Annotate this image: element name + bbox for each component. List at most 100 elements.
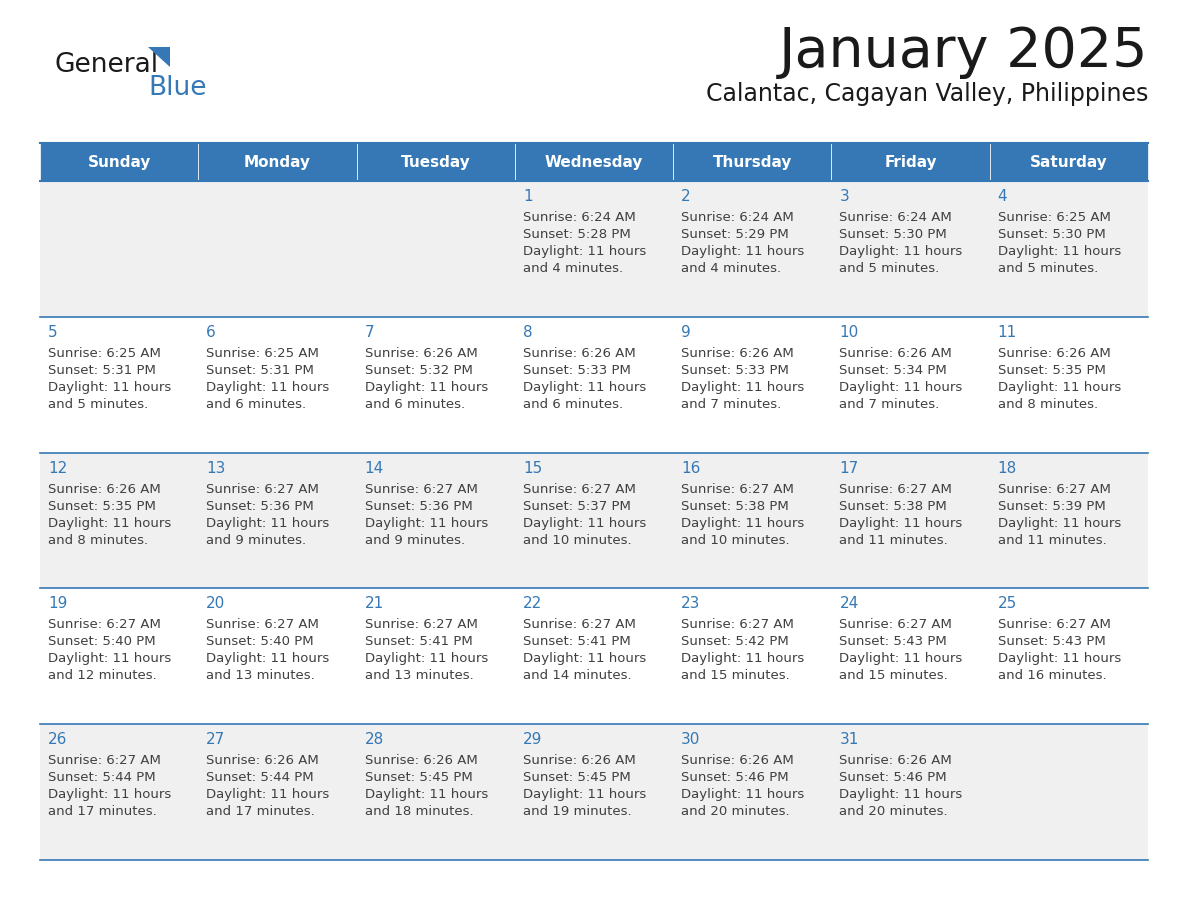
Text: Daylight: 11 hours: Daylight: 11 hours xyxy=(998,517,1121,530)
Text: Sunrise: 6:26 AM: Sunrise: 6:26 AM xyxy=(207,755,320,767)
Text: 31: 31 xyxy=(840,733,859,747)
Text: and 12 minutes.: and 12 minutes. xyxy=(48,669,157,682)
Polygon shape xyxy=(148,47,170,67)
Bar xyxy=(356,317,514,453)
Text: 8: 8 xyxy=(523,325,532,340)
Text: Sunrise: 6:27 AM: Sunrise: 6:27 AM xyxy=(207,483,320,496)
Text: Daylight: 11 hours: Daylight: 11 hours xyxy=(523,653,646,666)
Bar xyxy=(832,453,990,588)
Text: Daylight: 11 hours: Daylight: 11 hours xyxy=(681,517,804,530)
Text: Sunset: 5:38 PM: Sunset: 5:38 PM xyxy=(681,499,789,512)
Bar xyxy=(198,588,356,724)
Text: and 4 minutes.: and 4 minutes. xyxy=(681,262,782,275)
Text: Daylight: 11 hours: Daylight: 11 hours xyxy=(840,789,962,801)
Text: Sunset: 5:33 PM: Sunset: 5:33 PM xyxy=(523,364,631,376)
Bar xyxy=(832,588,990,724)
Text: Sunset: 5:43 PM: Sunset: 5:43 PM xyxy=(998,635,1106,648)
Text: Sunrise: 6:26 AM: Sunrise: 6:26 AM xyxy=(523,347,636,360)
Bar xyxy=(40,317,198,453)
Bar xyxy=(40,181,198,317)
Text: Blue: Blue xyxy=(148,75,207,101)
Text: Sunset: 5:41 PM: Sunset: 5:41 PM xyxy=(365,635,473,648)
Bar xyxy=(674,453,832,588)
Text: Daylight: 11 hours: Daylight: 11 hours xyxy=(48,653,171,666)
Text: Sunset: 5:39 PM: Sunset: 5:39 PM xyxy=(998,499,1106,512)
Text: Sunrise: 6:27 AM: Sunrise: 6:27 AM xyxy=(365,483,478,496)
Text: 6: 6 xyxy=(207,325,216,340)
Text: Sunrise: 6:27 AM: Sunrise: 6:27 AM xyxy=(523,619,636,632)
Text: and 6 minutes.: and 6 minutes. xyxy=(523,397,623,410)
Text: Friday: Friday xyxy=(884,154,937,170)
Bar xyxy=(356,724,514,860)
Bar xyxy=(990,181,1148,317)
Text: Daylight: 11 hours: Daylight: 11 hours xyxy=(365,653,488,666)
Bar xyxy=(356,588,514,724)
Bar xyxy=(356,181,514,317)
Text: Daylight: 11 hours: Daylight: 11 hours xyxy=(207,653,329,666)
Text: Sunset: 5:45 PM: Sunset: 5:45 PM xyxy=(365,771,473,784)
Text: and 6 minutes.: and 6 minutes. xyxy=(365,397,465,410)
Text: and 8 minutes.: and 8 minutes. xyxy=(48,533,148,546)
Text: Calantac, Cagayan Valley, Philippines: Calantac, Cagayan Valley, Philippines xyxy=(706,82,1148,106)
Text: 15: 15 xyxy=(523,461,542,476)
Text: Sunset: 5:36 PM: Sunset: 5:36 PM xyxy=(207,499,314,512)
Text: 7: 7 xyxy=(365,325,374,340)
Bar xyxy=(198,453,356,588)
Text: Daylight: 11 hours: Daylight: 11 hours xyxy=(681,245,804,258)
Text: 19: 19 xyxy=(48,597,68,611)
Bar xyxy=(990,317,1148,453)
Text: Sunset: 5:28 PM: Sunset: 5:28 PM xyxy=(523,228,631,241)
Text: Daylight: 11 hours: Daylight: 11 hours xyxy=(523,245,646,258)
Text: Sunrise: 6:26 AM: Sunrise: 6:26 AM xyxy=(523,755,636,767)
Text: Daylight: 11 hours: Daylight: 11 hours xyxy=(48,517,171,530)
Text: 3: 3 xyxy=(840,189,849,204)
Text: Daylight: 11 hours: Daylight: 11 hours xyxy=(998,245,1121,258)
Bar xyxy=(832,181,990,317)
Text: and 9 minutes.: and 9 minutes. xyxy=(207,533,307,546)
Text: Sunrise: 6:27 AM: Sunrise: 6:27 AM xyxy=(998,619,1111,632)
Text: Sunset: 5:30 PM: Sunset: 5:30 PM xyxy=(998,228,1106,241)
Text: 27: 27 xyxy=(207,733,226,747)
Text: 23: 23 xyxy=(681,597,701,611)
Bar xyxy=(514,588,674,724)
Text: and 20 minutes.: and 20 minutes. xyxy=(681,805,790,818)
Text: Thursday: Thursday xyxy=(713,154,792,170)
Text: 21: 21 xyxy=(365,597,384,611)
Text: Sunrise: 6:25 AM: Sunrise: 6:25 AM xyxy=(998,211,1111,224)
Text: Sunrise: 6:27 AM: Sunrise: 6:27 AM xyxy=(998,483,1111,496)
Bar xyxy=(832,724,990,860)
Text: Sunrise: 6:27 AM: Sunrise: 6:27 AM xyxy=(840,619,953,632)
Text: Sunrise: 6:26 AM: Sunrise: 6:26 AM xyxy=(681,755,794,767)
Text: Sunrise: 6:27 AM: Sunrise: 6:27 AM xyxy=(48,755,160,767)
Text: Daylight: 11 hours: Daylight: 11 hours xyxy=(998,381,1121,394)
Text: Daylight: 11 hours: Daylight: 11 hours xyxy=(840,245,962,258)
Text: 16: 16 xyxy=(681,461,701,476)
Text: and 13 minutes.: and 13 minutes. xyxy=(207,669,315,682)
Text: 9: 9 xyxy=(681,325,691,340)
Text: Sunset: 5:34 PM: Sunset: 5:34 PM xyxy=(840,364,947,376)
Text: Sunday: Sunday xyxy=(88,154,151,170)
Text: Daylight: 11 hours: Daylight: 11 hours xyxy=(840,381,962,394)
Text: 24: 24 xyxy=(840,597,859,611)
Text: 2: 2 xyxy=(681,189,690,204)
Bar xyxy=(832,143,990,181)
Text: Daylight: 11 hours: Daylight: 11 hours xyxy=(523,517,646,530)
Text: 17: 17 xyxy=(840,461,859,476)
Bar xyxy=(832,317,990,453)
Text: Tuesday: Tuesday xyxy=(400,154,470,170)
Text: Daylight: 11 hours: Daylight: 11 hours xyxy=(207,517,329,530)
Bar xyxy=(514,181,674,317)
Text: Daylight: 11 hours: Daylight: 11 hours xyxy=(840,517,962,530)
Text: Daylight: 11 hours: Daylight: 11 hours xyxy=(523,381,646,394)
Text: and 7 minutes.: and 7 minutes. xyxy=(681,397,782,410)
Text: 11: 11 xyxy=(998,325,1017,340)
Bar xyxy=(198,181,356,317)
Text: Sunset: 5:33 PM: Sunset: 5:33 PM xyxy=(681,364,789,376)
Text: Daylight: 11 hours: Daylight: 11 hours xyxy=(681,789,804,801)
Text: 29: 29 xyxy=(523,733,542,747)
Bar xyxy=(40,724,198,860)
Text: and 15 minutes.: and 15 minutes. xyxy=(681,669,790,682)
Text: and 10 minutes.: and 10 minutes. xyxy=(523,533,632,546)
Text: Daylight: 11 hours: Daylight: 11 hours xyxy=(48,789,171,801)
Text: Sunrise: 6:27 AM: Sunrise: 6:27 AM xyxy=(365,619,478,632)
